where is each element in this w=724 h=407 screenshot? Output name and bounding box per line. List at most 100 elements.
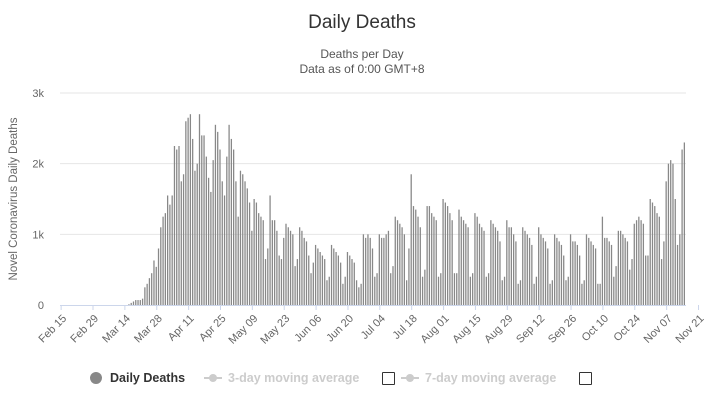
bar[interactable] xyxy=(522,227,524,305)
bar[interactable] xyxy=(576,244,579,305)
bar[interactable] xyxy=(301,230,303,305)
bar[interactable] xyxy=(588,237,590,305)
bar[interactable] xyxy=(214,124,217,305)
bar[interactable] xyxy=(253,199,255,305)
bar[interactable] xyxy=(217,131,219,305)
bar[interactable] xyxy=(335,252,337,305)
bar[interactable] xyxy=(485,276,487,305)
bar[interactable] xyxy=(294,266,296,305)
bar[interactable] xyxy=(683,142,685,305)
bar[interactable] xyxy=(135,300,137,305)
bar[interactable] xyxy=(228,124,230,305)
bar[interactable] xyxy=(499,241,501,305)
legend-item-3-day-average[interactable]: 3-day moving average xyxy=(204,368,359,388)
bar[interactable] xyxy=(387,230,390,305)
bar[interactable] xyxy=(283,237,285,305)
bar[interactable] xyxy=(645,255,647,305)
bar[interactable] xyxy=(421,276,424,305)
bar[interactable] xyxy=(187,117,189,305)
bar[interactable] xyxy=(579,255,581,305)
bar[interactable] xyxy=(440,273,442,305)
bar[interactable] xyxy=(330,244,333,305)
bar[interactable] xyxy=(558,241,560,305)
bar[interactable] xyxy=(594,248,597,305)
bar[interactable] xyxy=(592,244,594,305)
bar[interactable] xyxy=(417,216,419,305)
bar[interactable] xyxy=(185,121,187,306)
bar[interactable] xyxy=(519,280,522,305)
bar[interactable] xyxy=(456,273,458,305)
bar[interactable] xyxy=(513,234,515,305)
bar[interactable] xyxy=(226,156,228,305)
bar[interactable] xyxy=(355,280,358,305)
bar[interactable] xyxy=(394,216,396,305)
bar[interactable] xyxy=(428,206,431,305)
bar[interactable] xyxy=(262,220,264,305)
bar[interactable] xyxy=(437,276,440,305)
bar[interactable] xyxy=(378,234,380,305)
bar[interactable] xyxy=(151,273,153,305)
bar[interactable] xyxy=(640,220,642,305)
bar[interactable] xyxy=(349,255,351,305)
bar[interactable] xyxy=(533,283,535,305)
bar[interactable] xyxy=(635,220,638,305)
bar[interactable] xyxy=(280,259,283,305)
bar[interactable] xyxy=(198,114,201,305)
bar[interactable] xyxy=(239,170,242,305)
bar[interactable] xyxy=(583,280,585,305)
bar[interactable] xyxy=(569,234,572,305)
bar[interactable] xyxy=(492,223,494,305)
bar[interactable] xyxy=(487,273,490,305)
bar[interactable] xyxy=(506,220,508,305)
bar[interactable] xyxy=(633,223,635,305)
legend-item-7-day-average[interactable]: 7-day moving average xyxy=(401,368,556,388)
bar[interactable] xyxy=(476,216,478,305)
bar[interactable] xyxy=(269,195,271,305)
bar[interactable] xyxy=(501,280,503,305)
bar[interactable] xyxy=(396,220,399,305)
bar[interactable] xyxy=(264,259,267,305)
bar[interactable] xyxy=(531,244,533,305)
bar[interactable] xyxy=(660,259,663,305)
bar[interactable] xyxy=(246,188,248,305)
bar[interactable] xyxy=(276,230,278,305)
bar[interactable] xyxy=(503,276,506,305)
bar[interactable] xyxy=(667,163,670,305)
bar[interactable] xyxy=(380,237,383,305)
bar[interactable] xyxy=(679,234,681,305)
bar[interactable] xyxy=(128,304,130,305)
bar[interactable] xyxy=(164,213,166,305)
bar[interactable] xyxy=(376,273,378,305)
bar[interactable] xyxy=(178,146,180,305)
bar[interactable] xyxy=(203,135,205,305)
bar[interactable] xyxy=(490,220,492,305)
bar[interactable] xyxy=(433,216,435,305)
bar[interactable] xyxy=(137,300,139,305)
bar[interactable] xyxy=(608,241,610,305)
bar[interactable] xyxy=(419,227,421,305)
bar[interactable] xyxy=(390,273,392,305)
bar[interactable] xyxy=(574,241,576,305)
bar[interactable] xyxy=(148,278,151,305)
bar[interactable] xyxy=(360,283,362,305)
bar[interactable] xyxy=(346,252,349,305)
bar[interactable] xyxy=(212,160,214,305)
bar[interactable] xyxy=(442,199,444,305)
bar[interactable] xyxy=(599,283,601,305)
bar[interactable] xyxy=(314,244,317,305)
bar[interactable] xyxy=(663,241,665,305)
bar[interactable] xyxy=(638,216,640,305)
bar[interactable] xyxy=(271,220,273,305)
bar[interactable] xyxy=(658,216,660,305)
bar[interactable] xyxy=(572,241,574,305)
bar[interactable] xyxy=(585,234,588,305)
bar[interactable] xyxy=(221,181,223,305)
bar[interactable] xyxy=(207,177,210,305)
bar[interactable] xyxy=(385,234,387,305)
bar[interactable] xyxy=(244,181,246,305)
bar[interactable] xyxy=(351,259,353,305)
bar[interactable] xyxy=(515,241,517,305)
bar[interactable] xyxy=(205,156,207,305)
bar[interactable] xyxy=(358,287,360,305)
bar[interactable] xyxy=(278,255,280,305)
